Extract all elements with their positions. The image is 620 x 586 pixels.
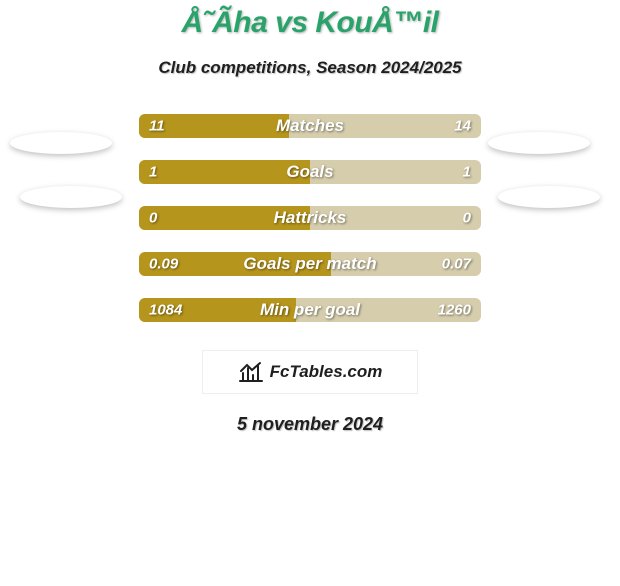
stat-row: 1 Goals 1 [139, 160, 481, 184]
stat-row: 11 Matches 14 [139, 114, 481, 138]
stat-value-left: 1084 [149, 302, 182, 319]
stat-label: Min per goal [260, 300, 360, 320]
stat-label: Hattricks [274, 208, 347, 228]
stat-label: Matches [276, 116, 344, 136]
stat-row: 1084 Min per goal 1260 [139, 298, 481, 322]
footer-date: 5 november 2024 [0, 414, 620, 435]
stat-label: Goals per match [243, 254, 376, 274]
stat-value-right: 1260 [438, 302, 471, 319]
stat-value-left: 0 [149, 210, 157, 227]
branding-box: FcTables.com [202, 350, 418, 394]
stat-value-right: 0.07 [442, 256, 471, 273]
stat-row: 0.09 Goals per match 0.07 [139, 252, 481, 276]
stat-value-left: 1 [149, 164, 157, 181]
branding-text: FcTables.com [270, 362, 383, 382]
stat-label: Goals [286, 162, 333, 182]
side-ellipse [20, 186, 122, 208]
stat-value-left: 11 [149, 118, 165, 135]
stat-fill [139, 160, 310, 184]
side-ellipse [498, 186, 600, 208]
side-ellipse [10, 132, 112, 154]
stat-value-right: 0 [463, 210, 471, 227]
branding-chart-icon [238, 361, 264, 383]
page-title: Å˜Ãha vs KouÅ™il [0, 6, 620, 40]
stat-value-left: 0.09 [149, 256, 178, 273]
stat-value-right: 14 [454, 118, 471, 135]
stat-row: 0 Hattricks 0 [139, 206, 481, 230]
stat-value-right: 1 [463, 164, 471, 181]
page-subtitle: Club competitions, Season 2024/2025 [0, 58, 620, 78]
side-ellipse [488, 132, 590, 154]
